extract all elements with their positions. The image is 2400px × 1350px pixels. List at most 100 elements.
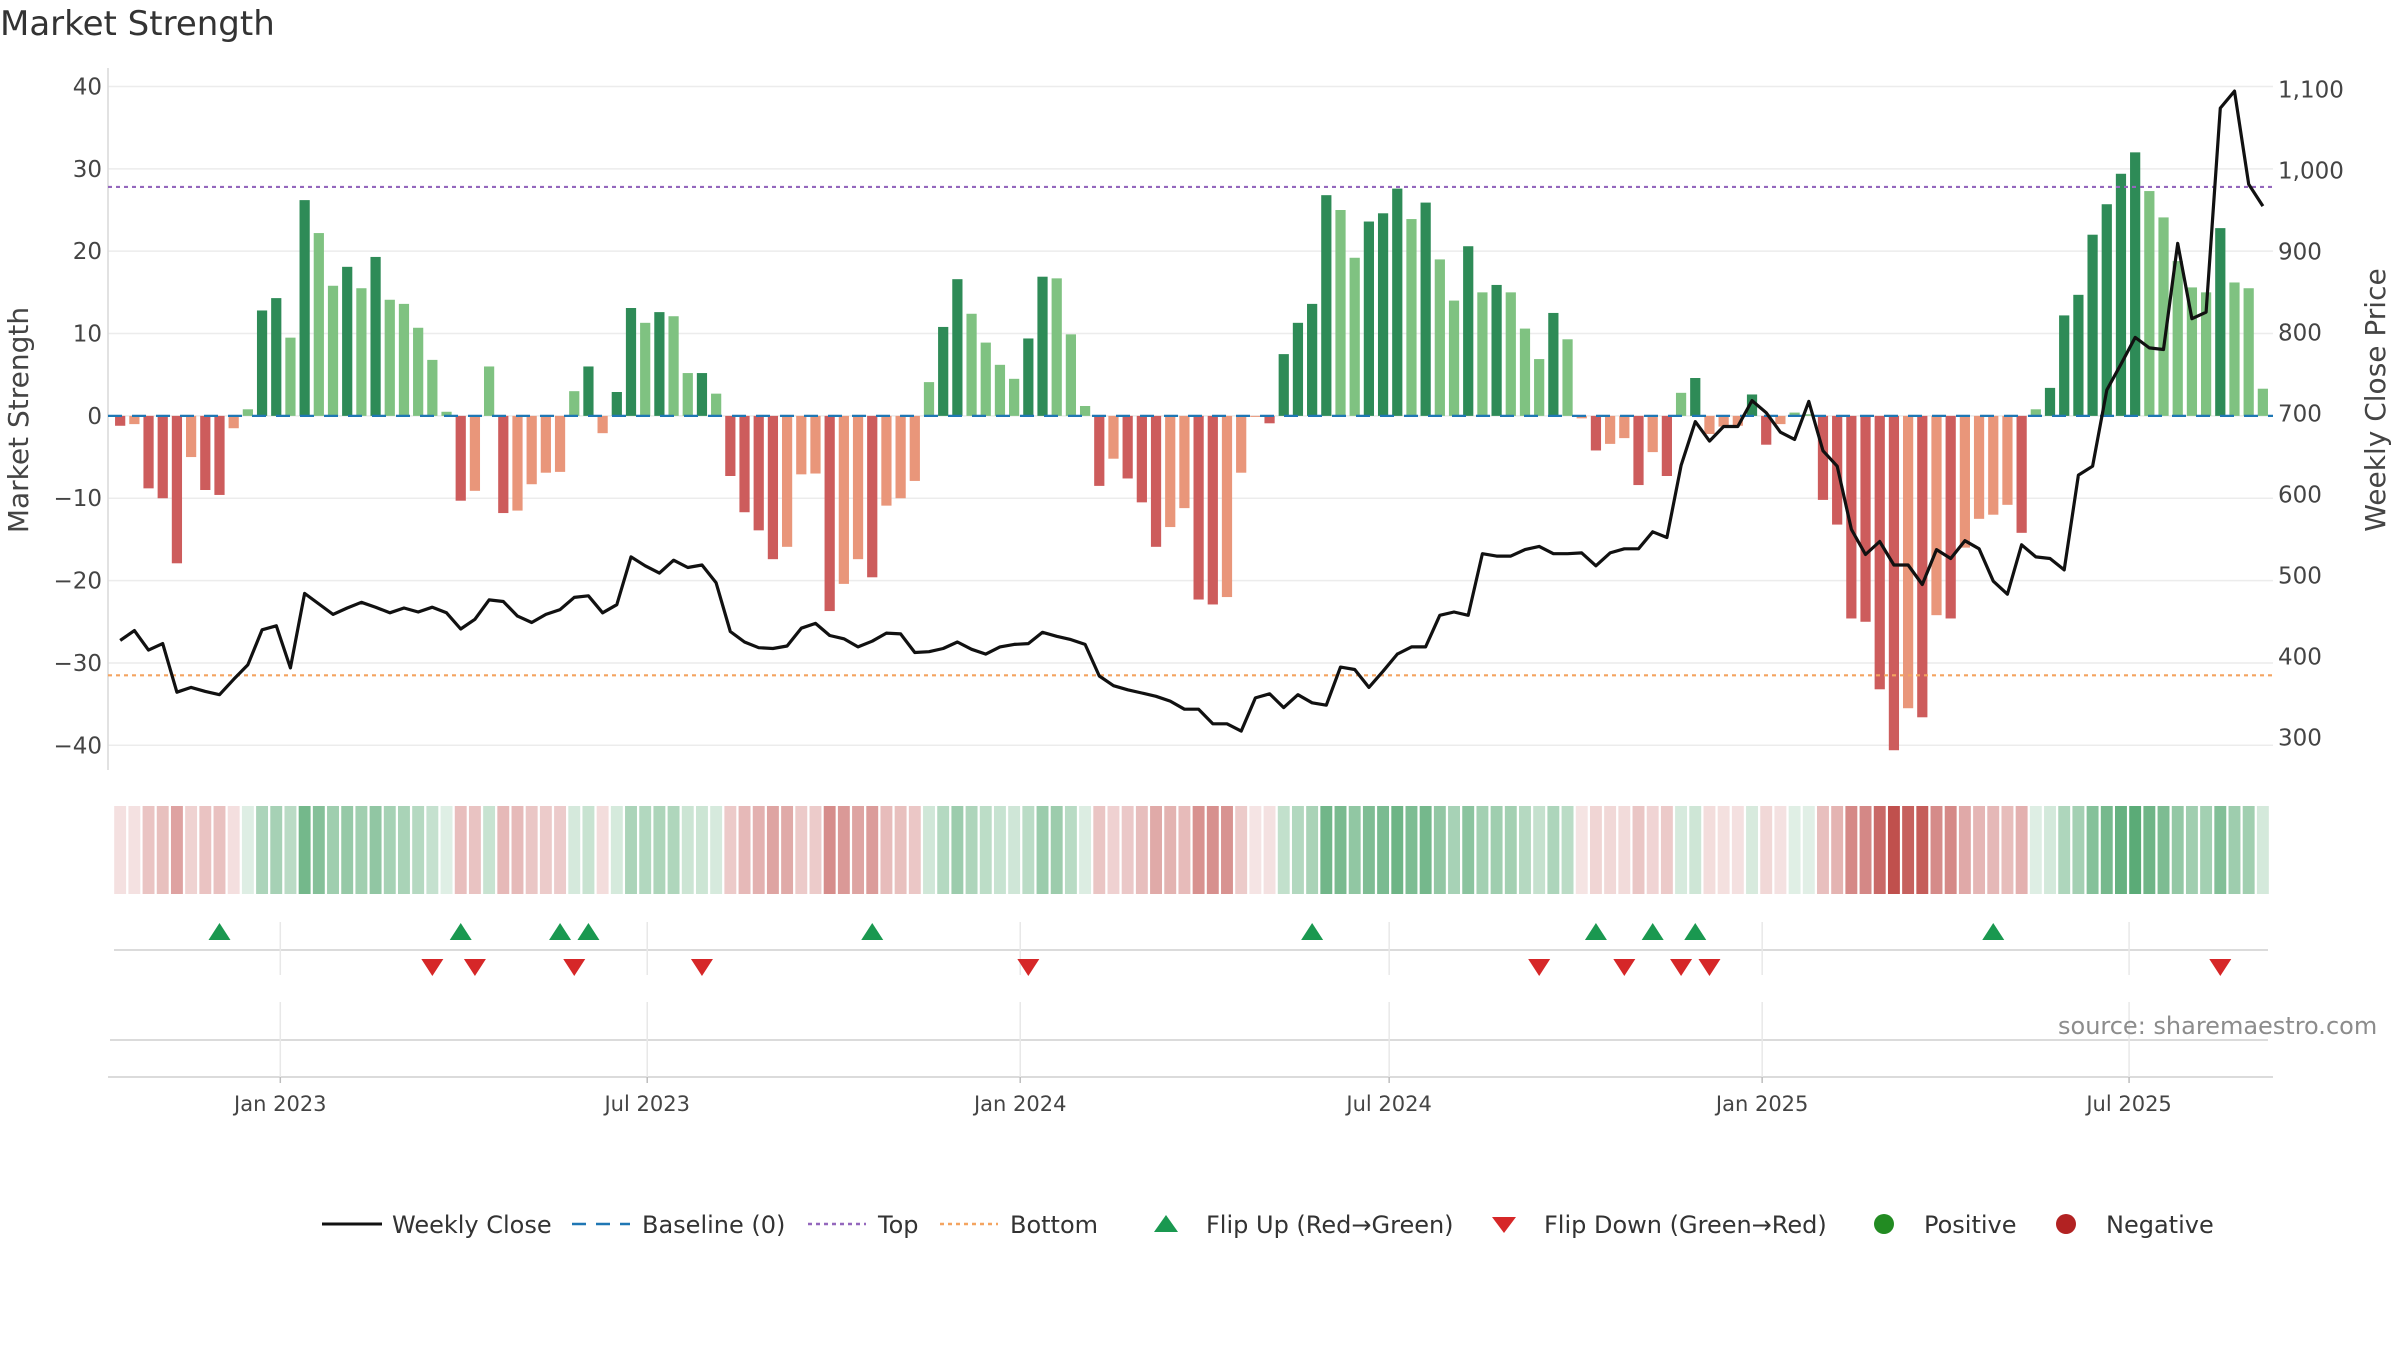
strength-heat-cell — [2015, 806, 2028, 894]
strength-heat-cell — [610, 806, 623, 894]
y2-tick-label: 1,100 — [2278, 77, 2344, 103]
strength-bar — [1392, 188, 1403, 416]
strength-bar — [455, 415, 466, 501]
legend-label: Flip Down (Green→Red) — [1544, 1211, 1827, 1239]
strength-bar — [980, 342, 991, 416]
legend-label: Top — [877, 1211, 919, 1239]
strength-heat-cell — [440, 806, 453, 894]
strength-bar — [1846, 415, 1857, 619]
strength-bar — [157, 415, 168, 499]
strength-bar — [200, 415, 211, 490]
strength-bar — [1761, 415, 1772, 445]
strength-heat-cell — [1419, 806, 1432, 894]
strength-bar — [228, 415, 239, 429]
strength-bar — [2130, 152, 2141, 416]
strength-bar — [483, 366, 495, 416]
strength-bar — [1619, 415, 1630, 439]
strength-heat-cell — [170, 806, 183, 894]
strength-heat-cell — [1660, 806, 1673, 894]
strength-heat-cell — [1731, 806, 1744, 894]
y-tick-label: −20 — [53, 569, 102, 595]
strength-bar — [867, 415, 878, 578]
strength-heat-cell — [1476, 806, 1489, 894]
strength-heat-cell — [1235, 806, 1248, 894]
strength-bar — [1775, 415, 1786, 425]
strength-bar — [186, 415, 197, 458]
strength-heat-cell — [1575, 806, 1588, 894]
strength-bar — [1420, 202, 1431, 416]
strength-heat-cell — [1589, 806, 1602, 894]
strength-bar — [711, 393, 722, 416]
strength-bar — [1477, 292, 1488, 416]
flip-up-marker — [861, 923, 884, 940]
strength-bar — [1519, 328, 1531, 416]
strength-bar — [1576, 415, 1587, 419]
strength-heat-cell — [1107, 806, 1120, 894]
legend-flip-down-icon — [1492, 1217, 1516, 1233]
flip-down-marker — [690, 959, 713, 976]
flip-down-marker — [1528, 959, 1551, 976]
strength-bar — [1406, 219, 1417, 416]
strength-bar — [1065, 334, 1077, 416]
strength-bar — [2158, 217, 2169, 416]
strength-heat-cell — [1462, 806, 1475, 894]
strength-bar — [2002, 415, 2013, 505]
strength-heat-cell — [1703, 806, 1716, 894]
strength-heat-cell — [1348, 806, 1361, 894]
strength-bar — [1548, 312, 1559, 416]
strength-bar — [299, 200, 310, 416]
strength-bar — [1136, 415, 1147, 503]
strength-bar — [781, 415, 793, 547]
x-tick-label: Jan 2024 — [972, 1092, 1067, 1116]
source-note: source: sharemaestro.com — [2058, 1012, 2378, 1040]
strength-bar — [909, 415, 920, 481]
strength-bar — [1903, 415, 1914, 709]
strength-bar — [1179, 415, 1190, 509]
flip-up-marker — [577, 923, 600, 940]
y2-tick-label: 300 — [2278, 726, 2322, 752]
strength-bar — [1122, 415, 1133, 479]
strength-heat-cell — [1050, 806, 1063, 894]
strength-heat-cell — [667, 806, 680, 894]
strength-heat-cell — [1320, 806, 1333, 894]
strength-heat-cell — [1263, 806, 1276, 894]
flip-down-marker — [1017, 959, 1040, 976]
strength-bar — [1278, 354, 1289, 416]
flip-up-marker — [1584, 923, 1607, 940]
strength-heat-cell — [979, 806, 992, 894]
strength-heat-cell — [596, 806, 609, 894]
strength-bar — [1732, 415, 1743, 426]
strength-heat-cell — [468, 806, 481, 894]
strength-bar — [2087, 234, 2098, 416]
strength-heat-cell — [1036, 806, 1049, 894]
y2-tick-label: 400 — [2278, 645, 2322, 671]
strength-bar — [739, 415, 750, 513]
strength-bar — [1377, 213, 1389, 416]
x-tick-label: Jan 2025 — [1714, 1092, 1809, 1116]
strength-heat-cell — [568, 806, 581, 894]
strength-bar — [1491, 284, 1502, 416]
strength-heat-cell — [1504, 806, 1517, 894]
strength-heat-cell — [483, 806, 496, 894]
strength-heat-cell — [1533, 806, 1546, 894]
strength-bar — [895, 415, 906, 499]
weekly-close-line — [119, 89, 2265, 733]
strength-heat-cell — [369, 806, 382, 894]
strength-heat-cell — [525, 806, 538, 894]
strength-bar — [2186, 287, 2198, 416]
strength-bar — [1363, 221, 1374, 416]
legend-label: Flip Up (Red→Green) — [1206, 1211, 1454, 1239]
strength-bar — [356, 288, 367, 416]
legend-item: Bottom — [940, 1211, 1098, 1239]
strength-bar — [1193, 415, 1204, 600]
strength-heat-cell — [1150, 806, 1162, 894]
strength-bar — [1888, 415, 1900, 751]
strength-bar — [923, 382, 935, 416]
strength-heat-cell — [2058, 806, 2071, 894]
strength-bar — [696, 373, 708, 416]
strength-bar — [2073, 294, 2084, 416]
flip-up-marker — [1301, 923, 1324, 940]
strength-bar — [952, 279, 963, 416]
strength-bar — [285, 337, 296, 416]
strength-bar — [1675, 392, 1687, 416]
